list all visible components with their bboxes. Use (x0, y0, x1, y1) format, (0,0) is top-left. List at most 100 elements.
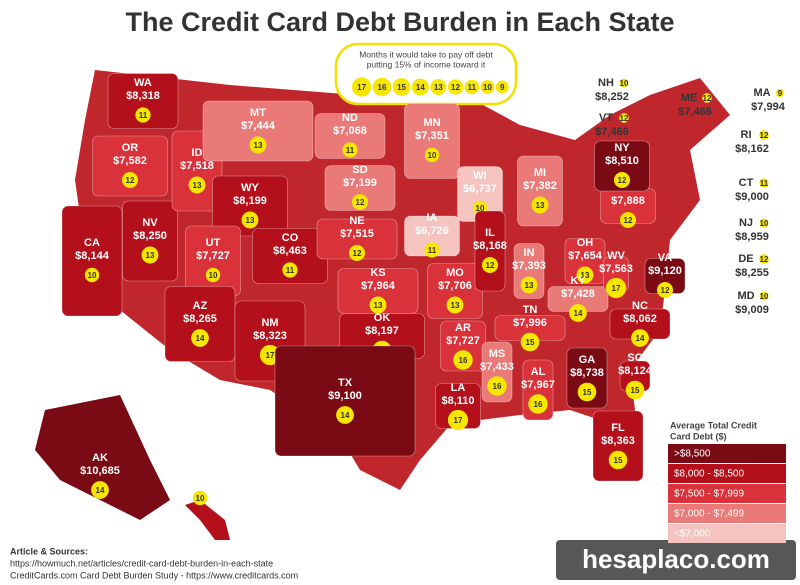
months-label: 15 (631, 386, 640, 395)
state-shape (202, 100, 314, 162)
months-label: 12 (126, 176, 135, 185)
months-label: 10 (88, 271, 97, 280)
months-bubble (141, 246, 159, 264)
months-label: 12 (356, 198, 365, 207)
state-debt: $7,706 (438, 280, 472, 292)
months-bubble (447, 409, 469, 431)
alaska-shape (35, 395, 170, 520)
months-bubble (576, 266, 594, 284)
months-bubble (342, 142, 358, 158)
state-debt: $7,582 (113, 155, 147, 167)
state-abbr: MO (446, 267, 464, 279)
months-label: 11 (760, 179, 769, 188)
state-debt: $8,124 (618, 365, 653, 377)
state-debt: $8,423 (183, 473, 217, 485)
state-abbr: VA (658, 252, 673, 264)
months-label: 13 (536, 201, 545, 210)
state-abbr: SC (627, 352, 642, 364)
months-label: 15 (614, 456, 623, 465)
months-label: 10 (476, 204, 485, 213)
size-bubble-label: 9 (500, 83, 505, 92)
state-debt: $7,727 (446, 335, 480, 347)
months-bubble (336, 406, 354, 424)
months-label: 13 (581, 271, 590, 280)
months-label: 15 (526, 338, 535, 347)
months-label: 12 (620, 114, 629, 123)
months-label: 12 (703, 94, 712, 103)
months-label: 12 (486, 261, 495, 270)
legend-swatch (668, 444, 786, 463)
state-debt: $7,068 (333, 125, 367, 137)
months-label: 11 (346, 146, 355, 155)
months-label: 12 (760, 131, 769, 140)
months-label: 13 (451, 301, 460, 310)
callout-abbr: MA (753, 87, 770, 99)
months-bubble (631, 329, 649, 347)
state-abbr: AK (92, 452, 108, 464)
months-bubble (656, 281, 674, 299)
size-bubble (372, 77, 392, 97)
months-label: 13 (254, 141, 263, 150)
state-abbr: IA (427, 212, 438, 224)
months-label: 17 (454, 416, 463, 425)
callout-debt: $9,000 (735, 191, 769, 203)
state-shape (594, 140, 650, 192)
state-debt: $8,463 (273, 245, 307, 257)
state-debt: $8,363 (601, 435, 635, 447)
callout-debt: $8,255 (735, 267, 769, 279)
size-bubble-label: 14 (416, 83, 425, 92)
state-abbr: SD (352, 164, 367, 176)
months-label: 10 (620, 79, 629, 88)
state-shape (517, 155, 563, 227)
state-shape (61, 205, 123, 317)
legend-swatch (668, 464, 786, 483)
state-shape (314, 113, 386, 159)
legend-label: >$8,500 (674, 449, 711, 460)
state-shape (592, 410, 644, 482)
state-abbr: AZ (193, 300, 208, 312)
months-bubble (84, 267, 100, 283)
legend-swatch (668, 484, 786, 503)
state-abbr: ID (192, 147, 203, 159)
months-label: 14 (636, 334, 645, 343)
months-bubble (249, 136, 267, 154)
callout-debt: $8,959 (735, 231, 769, 243)
months-label: 13 (193, 181, 202, 190)
state-debt: $7,444 (241, 120, 276, 132)
size-bubble-label: 15 (397, 83, 406, 92)
state-debt: $8,510 (605, 155, 639, 167)
months-bubble (369, 296, 387, 314)
state-abbr: NE (349, 215, 364, 227)
months-bubble (625, 380, 645, 400)
state-shape (474, 210, 506, 292)
months-label: 13 (374, 301, 383, 310)
state-abbr: KY (570, 275, 586, 287)
legend-title: Average Total Credit (670, 420, 757, 430)
months-bubble (453, 350, 473, 370)
months-bubble (241, 211, 259, 229)
state-shape (404, 103, 460, 179)
state-abbr: MN (423, 117, 440, 129)
months-bubble (121, 171, 139, 189)
months-bubble (759, 291, 769, 301)
state-abbr: UT (206, 237, 221, 249)
state-debt: $7,967 (521, 379, 555, 391)
months-label: 13 (146, 251, 155, 260)
months-bubble (282, 262, 298, 278)
months-bubble (135, 107, 151, 123)
size-bubble-label: 11 (468, 83, 477, 92)
months-label: 14 (341, 411, 350, 420)
months-label: 12 (661, 286, 670, 295)
months-label: 16 (493, 382, 502, 391)
months-bubble (619, 78, 629, 88)
months-bubble (188, 176, 206, 194)
callout-debt: $7,466 (678, 106, 712, 118)
state-debt: $7,428 (561, 288, 595, 300)
size-bubble-label: 17 (357, 83, 366, 92)
callout-debt: $8,162 (735, 143, 769, 155)
months-bubble (351, 193, 369, 211)
callout-abbr: DE (738, 253, 753, 265)
legend-label: $7,500 - $7,999 (674, 489, 744, 500)
callout-abbr: NJ (739, 217, 753, 229)
